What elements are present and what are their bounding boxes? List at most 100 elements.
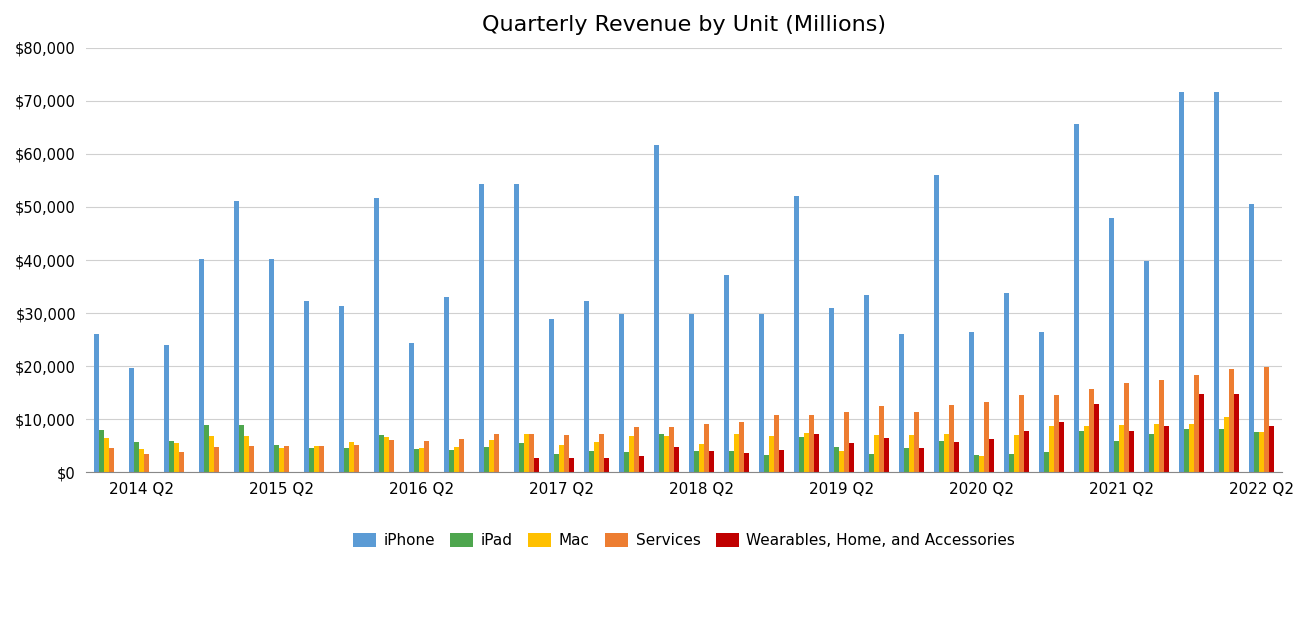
Bar [269,258,274,473]
Bar [1269,426,1274,473]
Bar [694,451,699,473]
Bar [744,452,749,473]
Bar [1128,431,1134,473]
Bar [1254,432,1260,473]
Bar [235,201,239,473]
Bar [239,425,244,473]
Bar [249,446,255,473]
Bar [954,442,959,473]
Bar [244,436,249,473]
Bar [559,445,564,473]
Bar [639,457,644,473]
Bar [899,334,904,473]
Bar [174,442,178,473]
Bar [829,308,834,473]
Bar [600,434,604,473]
Bar [1119,425,1124,473]
Bar [844,412,849,473]
Bar [733,434,739,473]
Bar [1109,218,1114,473]
Bar [1260,432,1263,473]
Bar [625,452,628,473]
Bar [169,441,174,473]
Bar [489,441,493,473]
Bar [659,434,664,473]
Bar [550,320,554,473]
Bar [1039,332,1044,473]
Bar [139,449,144,473]
Bar [764,455,769,473]
Bar [904,447,909,473]
Bar [214,447,219,473]
Bar [1164,426,1169,473]
Title: Quarterly Revenue by Unit (Millions): Quarterly Revenue by Unit (Millions) [482,15,886,35]
Bar [354,445,359,473]
Bar [164,345,169,473]
Bar [699,444,705,473]
Bar [523,434,529,473]
Bar [918,448,924,473]
Bar [1158,379,1164,473]
Bar [810,415,813,473]
Bar [479,184,484,473]
Bar [779,450,783,473]
Bar [310,448,314,473]
Bar [1023,431,1029,473]
Bar [838,451,844,473]
Bar [304,302,310,473]
Bar [569,458,573,473]
Bar [1179,92,1183,473]
Bar [1084,426,1089,473]
Bar [1078,431,1084,473]
Bar [769,436,774,473]
Bar [1048,426,1054,473]
Bar [949,405,954,473]
Bar [869,454,874,473]
Bar [209,436,214,473]
Bar [100,430,104,473]
Bar [134,442,139,473]
Bar [1044,452,1048,473]
Bar [554,454,559,473]
Bar [1219,429,1224,473]
Bar [1059,422,1064,473]
Bar [349,442,354,473]
Bar [984,402,989,473]
Bar [1144,261,1149,473]
Bar [774,415,779,473]
Bar [1233,394,1239,473]
Bar [943,434,949,473]
Bar [739,421,744,473]
Bar [415,449,419,473]
Bar [1094,404,1098,473]
Bar [1124,383,1128,473]
Bar [760,314,764,473]
Bar [279,448,283,473]
Bar [94,334,100,473]
Bar [1194,375,1199,473]
Bar [340,306,344,473]
Bar [879,406,884,473]
Bar [970,332,974,473]
Bar [1155,424,1158,473]
Bar [534,458,539,473]
Bar [449,450,454,473]
Bar [724,275,729,473]
Bar [865,295,869,473]
Bar [974,455,979,473]
Bar [104,438,109,473]
Bar [849,443,854,473]
Bar [419,449,424,473]
Bar [708,452,714,473]
Bar [979,456,984,473]
Bar [344,449,349,473]
Bar [1009,454,1014,473]
Bar [424,441,429,473]
Bar [813,434,819,473]
Bar [584,302,589,473]
Bar [689,314,694,473]
Bar [384,437,388,473]
Bar [989,439,993,473]
Bar [454,447,459,473]
Bar [1019,395,1023,473]
